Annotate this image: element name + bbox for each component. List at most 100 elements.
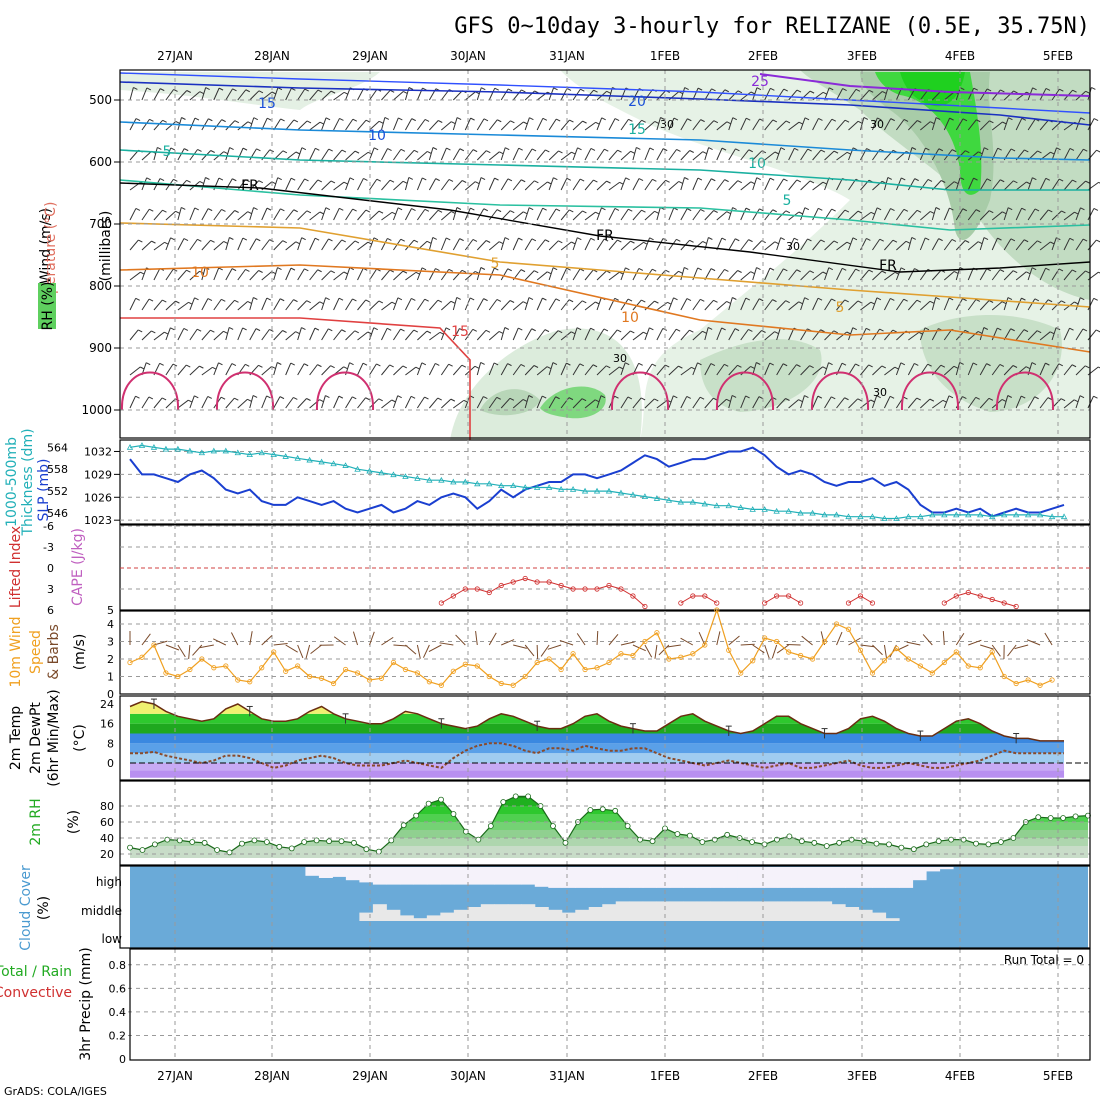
- wind-barb-flag: [486, 150, 491, 154]
- wind10-barbs-label: & Barbs: [46, 624, 62, 680]
- wind-speed-point: [1037, 682, 1043, 688]
- wind-barb: [967, 267, 974, 281]
- wind-barb-flag: [892, 329, 898, 333]
- wind-barb-flag: [325, 297, 330, 301]
- wind-barb: [895, 209, 905, 221]
- wind-barb-flag: [175, 300, 180, 304]
- wind-barb: [476, 177, 482, 191]
- wind-barb-flag: [842, 267, 847, 271]
- wind-barb-flag: [470, 117, 475, 121]
- wind-barb-flag: [702, 241, 707, 244]
- bottom-date-label: 30JAN: [450, 1069, 486, 1083]
- wind-barb: [189, 207, 196, 221]
- wind-barb: [740, 395, 747, 409]
- wind-barb: [572, 327, 578, 341]
- wind-barb-flag: [494, 87, 499, 91]
- wind-barb-flag: [542, 207, 547, 211]
- wind-contour-label: 10: [748, 156, 766, 172]
- thickness-point: [450, 478, 457, 485]
- wind-barb: [428, 147, 434, 161]
- wind-barb-flag: [785, 398, 790, 401]
- wind-barb: [213, 209, 222, 221]
- wind-barb-flag: [290, 177, 296, 181]
- wind-speed-point: [941, 659, 947, 666]
- wind-barb-flag: [181, 206, 186, 210]
- pressure-tick-label: 500: [89, 93, 112, 107]
- rh-point: [438, 796, 444, 803]
- wind-barb: [680, 366, 692, 376]
- wind-barb: [129, 329, 139, 341]
- wind-barb-flag: [400, 148, 406, 152]
- wind-barb-flag: [432, 236, 437, 240]
- side-labels: Wind (m/s) Temperature (°C) RH (%) (mill…: [0, 202, 114, 1061]
- wind-barb-flag: [317, 179, 323, 183]
- thickness-point: [1012, 511, 1020, 518]
- wind-barb: [297, 210, 308, 221]
- wind-barb: [836, 151, 848, 161]
- top-date-label: 30JAN: [450, 49, 486, 63]
- wind-barb-flag: [997, 237, 1002, 241]
- wind-barb: [476, 150, 487, 161]
- precip-tick-label: 0.4: [109, 1006, 127, 1019]
- wind-barb-flag: [868, 364, 873, 368]
- thickness-point: [989, 513, 996, 520]
- thickness-point: [545, 484, 553, 490]
- wind-barb: [872, 365, 883, 376]
- rh-band: [130, 822, 1088, 830]
- wind-barb-flag: [1069, 147, 1075, 151]
- wind-barb-flag: [397, 297, 403, 301]
- wind-barb: [860, 90, 870, 101]
- wind-barb-flag: [785, 210, 791, 214]
- wind-barb: [452, 364, 463, 376]
- wind-barb: [584, 328, 591, 341]
- wind-barb-flag: [687, 118, 692, 122]
- wind-barb: [656, 148, 664, 161]
- wind-barb: [776, 147, 782, 161]
- wind-barb-flag: [726, 211, 731, 215]
- wind-barb: [321, 395, 326, 409]
- rh-point: [263, 839, 270, 845]
- wind-barb-flag: [627, 298, 633, 302]
- lifted-index-tick-label: 0: [47, 562, 54, 575]
- wind-barb-flag: [683, 266, 689, 270]
- wind-barb-flag: [247, 398, 252, 402]
- wind-barb-flag: [769, 362, 774, 366]
- wind-barb-flag: [354, 240, 360, 244]
- wind-barb-flag: [660, 117, 665, 120]
- rh-point: [873, 840, 880, 847]
- wind-barb-flag: [624, 362, 630, 366]
- wind10-barb: [423, 644, 430, 658]
- wind-barb-flag: [713, 299, 718, 303]
- wind-barb: [560, 397, 570, 409]
- wind-barb: [536, 329, 546, 341]
- lifted-index-series-line: [441, 577, 1017, 607]
- wind10-unit-label: (m/s): [72, 634, 88, 671]
- wind-barb-flag: [207, 298, 213, 301]
- wind-contour: [119, 81, 1091, 126]
- wind-barb-flag: [547, 271, 552, 275]
- wind-barb-flag: [1048, 209, 1053, 213]
- wind-barb-flag: [223, 241, 228, 244]
- cloud-high-gap: [575, 867, 590, 888]
- wind-barb: [560, 362, 567, 376]
- wind-barb-flag: [301, 327, 306, 331]
- rh-point: [139, 847, 146, 853]
- temp-band: [130, 753, 1065, 763]
- thickness-point: [617, 489, 625, 496]
- wind-barb: [177, 301, 189, 311]
- warm-loop: [315, 371, 375, 411]
- wind-barb-flag: [411, 297, 416, 301]
- wind-barb-flag: [769, 177, 775, 181]
- wind-barb-flag: [496, 299, 502, 302]
- wind-barb: [297, 300, 308, 311]
- wind10-barb: [199, 644, 214, 649]
- wind-barb-flag: [903, 119, 909, 122]
- precip-tick-label: 0: [119, 1053, 126, 1066]
- wind-barb-flag: [304, 268, 309, 272]
- rh-point: [1060, 815, 1067, 821]
- cloud-mid-gap: [413, 918, 428, 921]
- wind-barb-flag: [986, 178, 992, 182]
- wind-barb-flag: [1093, 297, 1098, 301]
- wind-barb: [369, 120, 380, 131]
